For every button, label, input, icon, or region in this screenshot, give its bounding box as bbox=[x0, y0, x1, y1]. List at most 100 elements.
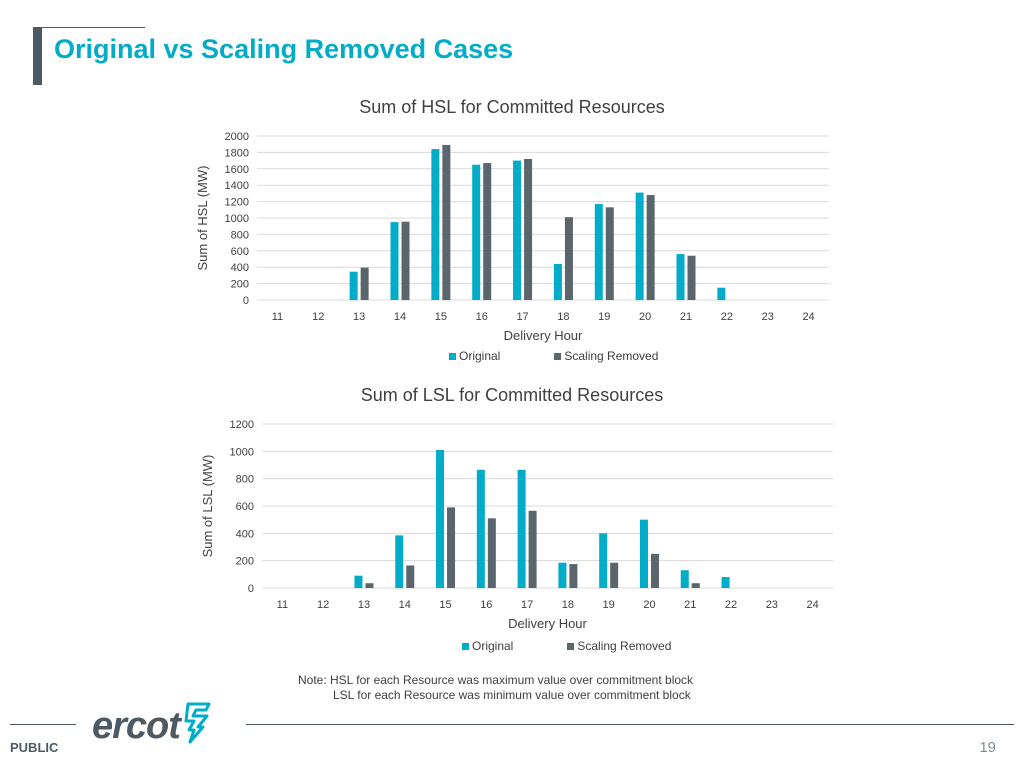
x-tick-label: 18 bbox=[557, 311, 569, 323]
x-tick-label: 20 bbox=[643, 599, 655, 611]
bar-original-13 bbox=[349, 271, 358, 300]
bar-original-19 bbox=[599, 533, 608, 588]
bar-scaling-removed-16 bbox=[483, 163, 492, 300]
legend-label-original: Original bbox=[459, 349, 501, 363]
x-tick-label: 19 bbox=[598, 311, 610, 323]
bar-original-21 bbox=[680, 570, 689, 588]
bar-scaling-removed-20 bbox=[650, 553, 659, 588]
lsl-chart-title: Sum of LSL for Committed Resources bbox=[360, 385, 664, 405]
y-tick-label: 0 bbox=[243, 295, 249, 307]
x-tick-label: 20 bbox=[639, 311, 651, 323]
bar-original-15 bbox=[431, 149, 440, 300]
x-tick-label: 22 bbox=[721, 311, 733, 323]
x-tick-label: 11 bbox=[272, 311, 283, 323]
bar-original-19 bbox=[594, 204, 603, 300]
y-tick-label: 1000 bbox=[225, 213, 249, 225]
bar-scaling-removed-19 bbox=[605, 207, 614, 300]
y-tick-label: 600 bbox=[236, 501, 254, 513]
legend-item-original: Original bbox=[462, 639, 513, 653]
legend-swatch-original bbox=[462, 642, 469, 650]
page-title: Original vs Scaling Removed Cases bbox=[54, 34, 514, 64]
ercot-bolt-icon bbox=[182, 700, 214, 751]
x-tick-label: 12 bbox=[312, 311, 324, 323]
x-axis-label: Delivery Hour bbox=[508, 616, 587, 631]
bar-scaling-removed-16 bbox=[487, 518, 496, 588]
x-tick-label: 24 bbox=[806, 599, 818, 611]
title-accent-bar bbox=[33, 27, 42, 85]
y-tick-label: 1400 bbox=[225, 180, 249, 192]
x-tick-label: 12 bbox=[317, 599, 329, 611]
footer-public-label: PUBLIC bbox=[10, 740, 59, 755]
bar-original-18 bbox=[553, 263, 562, 300]
y-tick-label: 400 bbox=[236, 528, 254, 540]
x-tick-label: 21 bbox=[684, 599, 696, 611]
lsl-chart-legend: Original Scaling Removed bbox=[462, 639, 671, 653]
y-tick-label: 600 bbox=[231, 246, 249, 258]
y-tick-label: 2000 bbox=[225, 131, 249, 143]
legend-item-original: Original bbox=[449, 349, 500, 363]
bar-scaling-removed-21 bbox=[687, 255, 696, 300]
x-tick-label: 13 bbox=[358, 599, 370, 611]
legend-swatch-scaling-removed bbox=[554, 352, 562, 360]
bar-original-21 bbox=[676, 254, 685, 300]
legend-item-scaling-removed: Scaling Removed bbox=[554, 349, 658, 363]
bar-original-20 bbox=[639, 519, 648, 588]
x-tick-label: 18 bbox=[562, 599, 574, 611]
legend-swatch-scaling-removed bbox=[567, 642, 575, 650]
y-tick-label: 0 bbox=[248, 583, 254, 595]
bar-scaling-removed-17 bbox=[528, 510, 537, 588]
legend-label-original: Original bbox=[472, 639, 514, 653]
bar-original-16 bbox=[472, 164, 481, 300]
x-axis-label: Delivery Hour bbox=[504, 328, 583, 343]
x-tick-label: 23 bbox=[766, 599, 778, 611]
hsl-chart-legend: Original Scaling Removed bbox=[449, 349, 658, 363]
y-tick-label: 400 bbox=[231, 262, 249, 274]
x-tick-label: 16 bbox=[480, 599, 492, 611]
y-tick-label: 800 bbox=[231, 229, 249, 241]
bar-original-15 bbox=[436, 449, 445, 588]
legend-label-scaling-removed: Scaling Removed bbox=[577, 639, 672, 653]
x-tick-label: 23 bbox=[762, 311, 774, 323]
page-number: 19 bbox=[979, 739, 996, 756]
bar-original-18 bbox=[558, 562, 567, 588]
y-tick-label: 1000 bbox=[230, 446, 254, 458]
ercot-logo: ercot bbox=[92, 700, 214, 751]
y-tick-label: 200 bbox=[236, 556, 254, 568]
hsl-chart-title: Sum of HSL for Committed Resources bbox=[359, 97, 665, 117]
x-tick-label: 21 bbox=[680, 311, 692, 323]
x-tick-label: 19 bbox=[603, 599, 615, 611]
bar-scaling-removed-21 bbox=[691, 583, 700, 588]
title-rule bbox=[33, 27, 145, 28]
bar-scaling-removed-14 bbox=[401, 221, 410, 300]
x-tick-label: 14 bbox=[399, 599, 411, 611]
bar-scaling-removed-14 bbox=[406, 565, 415, 588]
note-line-hsl: Note: HSL for each Resource was maximum … bbox=[298, 673, 694, 687]
x-tick-label: 22 bbox=[725, 599, 737, 611]
y-tick-label: 1200 bbox=[230, 419, 254, 431]
legend-item-scaling-removed: Scaling Removed bbox=[567, 639, 671, 653]
y-tick-label: 1600 bbox=[225, 164, 249, 176]
y-axis-label: Sum of LSL (MW) bbox=[200, 455, 215, 558]
bar-original-22 bbox=[721, 577, 730, 588]
bar-original-14 bbox=[390, 222, 399, 300]
bar-scaling-removed-15 bbox=[447, 507, 456, 588]
footer-rule-left bbox=[10, 724, 76, 725]
y-tick-label: 800 bbox=[236, 474, 254, 486]
y-tick-label: 200 bbox=[231, 279, 249, 291]
bar-scaling-removed-18 bbox=[564, 217, 573, 300]
legend-swatch-original bbox=[449, 352, 456, 360]
bar-scaling-removed-13 bbox=[360, 267, 369, 300]
x-tick-label: 15 bbox=[435, 311, 447, 323]
bar-original-22 bbox=[717, 287, 726, 300]
x-tick-label: 17 bbox=[521, 599, 533, 611]
bar-original-20 bbox=[635, 192, 644, 300]
chart-note: Note: HSL for each Resource was maximum … bbox=[298, 673, 693, 703]
x-tick-label: 13 bbox=[353, 311, 365, 323]
bar-scaling-removed-20 bbox=[646, 195, 655, 300]
bar-original-17 bbox=[513, 160, 522, 300]
footer-rule-right bbox=[246, 724, 1014, 725]
x-tick-label: 14 bbox=[394, 311, 406, 323]
x-tick-label: 24 bbox=[802, 311, 814, 323]
bar-original-17 bbox=[517, 469, 526, 588]
